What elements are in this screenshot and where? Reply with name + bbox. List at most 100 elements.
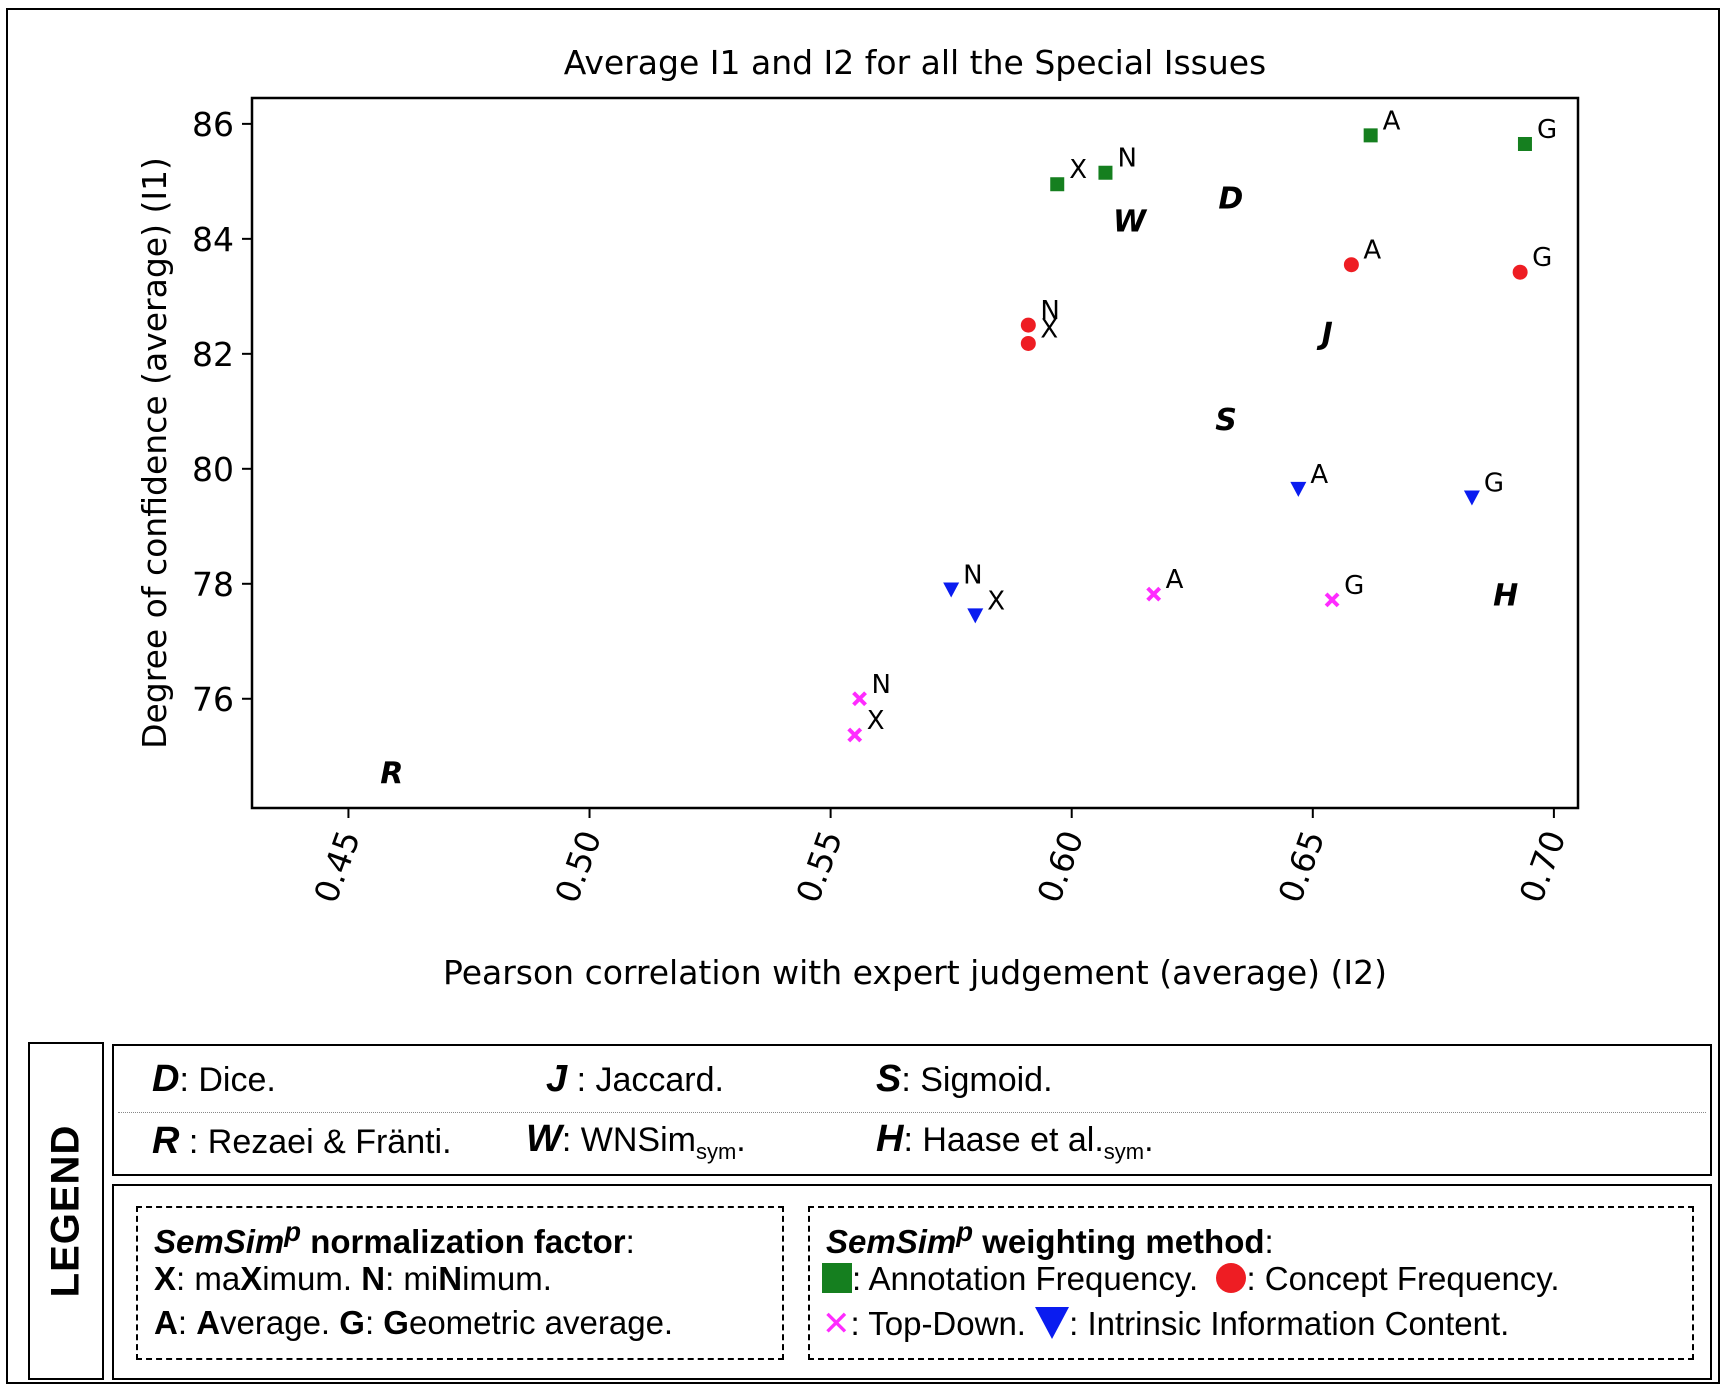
weighting-title-colon: : xyxy=(1264,1223,1274,1260)
weighting-title: SemSimp weighting method: xyxy=(826,1216,1274,1261)
norm-x-text-1: : ma xyxy=(176,1260,241,1297)
legend-haase: H: Haase et al.sym. xyxy=(876,1118,1154,1165)
weight-annotation-text: : Annotation Frequency. xyxy=(852,1260,1199,1297)
data-point-x xyxy=(1146,586,1162,602)
norm-g-key: G xyxy=(339,1304,365,1341)
legend-wnsim-text: : WNSim xyxy=(561,1121,696,1159)
y-tick-label: 78 xyxy=(192,565,234,604)
y-tick-label: 82 xyxy=(192,335,234,374)
norm-x-text-2: imum. xyxy=(262,1260,362,1297)
data-point-label: X xyxy=(1040,314,1058,344)
normalization-line-2: A: Average. G: Geometric average. xyxy=(154,1304,673,1342)
data-point-x xyxy=(847,727,863,743)
norm-n-text-1: : mi xyxy=(385,1260,439,1297)
norm-g-bold: G xyxy=(383,1304,409,1341)
data-point-circle xyxy=(1512,264,1528,280)
norm-a-bold: A xyxy=(196,1304,221,1341)
weighting-line-1: : Annotation Frequency. : Concept Freque… xyxy=(822,1260,1560,1298)
norm-g-text-1: : xyxy=(364,1304,384,1341)
data-point-triangle xyxy=(967,608,984,624)
weighting-title-rest: weighting method xyxy=(973,1223,1265,1260)
normalization-title: SemSimp normalization factor: xyxy=(154,1216,635,1261)
data-point-label: X xyxy=(1069,155,1087,185)
data-point-label: N xyxy=(872,670,891,700)
weighting-title-sup: p xyxy=(956,1216,974,1247)
legend-jaccard-text: : Jaccard. xyxy=(576,1061,724,1099)
norm-g-text-2: eometric average. xyxy=(408,1304,674,1341)
green-square-icon xyxy=(822,1263,852,1293)
data-point-circle xyxy=(1343,257,1359,273)
legend-dice-text: : Dice. xyxy=(179,1061,276,1099)
legend-haase-sub: sym xyxy=(1103,1138,1145,1164)
normalization-legend: SemSimp normalization factor: X: maXimum… xyxy=(136,1206,784,1360)
method-letter-point: J xyxy=(1317,317,1333,352)
y-tick-label: 80 xyxy=(192,450,234,489)
method-letter-point: R xyxy=(380,757,403,792)
legend-haase-end: . xyxy=(1144,1121,1154,1159)
method-letter-point: S xyxy=(1215,403,1237,438)
data-point-square xyxy=(1363,128,1378,143)
data-point-label: X xyxy=(867,706,885,736)
x-tick-label: 0.50 xyxy=(547,825,609,907)
data-point-label: A xyxy=(1310,460,1328,490)
method-letter-point: D xyxy=(1218,182,1243,217)
legend-rezaei-key: R xyxy=(152,1120,180,1162)
legend-sigmoid-text: : Sigmoid. xyxy=(901,1061,1053,1099)
legend-sigmoid: S: Sigmoid. xyxy=(876,1058,1053,1101)
normalization-line-1: X: maXimum. N: miNimum. xyxy=(154,1260,552,1298)
norm-x-bold: X xyxy=(240,1260,263,1297)
weight-topdown-text: : Top-Down. xyxy=(850,1305,1026,1342)
legend-jaccard: J : Jaccard. xyxy=(546,1058,724,1101)
legend-wnsim: W: WNSimsym. xyxy=(526,1118,746,1165)
data-point-circle xyxy=(1020,317,1036,333)
figure-frame: Average I1 and I2 for all the Special Is… xyxy=(6,8,1720,1384)
weighting-title-name: SemSim xyxy=(826,1223,957,1260)
data-point-label: N xyxy=(1117,144,1136,174)
data-point-triangle xyxy=(1463,490,1480,506)
normalization-title-colon: : xyxy=(625,1223,635,1260)
abbreviation-legend: D: Dice. J : Jaccard. S: Sigmoid. R : Re… xyxy=(112,1044,1712,1176)
x-tick-label: 0.70 xyxy=(1512,825,1574,907)
legend-haase-key: H xyxy=(876,1118,904,1160)
x-tick-label: 0.60 xyxy=(1029,825,1091,907)
legend-haase-text: : Haase et al. xyxy=(903,1121,1104,1159)
magenta-x-icon: ✕ xyxy=(822,1305,851,1343)
method-legend: SemSimp normalization factor: X: maXimum… xyxy=(112,1184,1712,1380)
norm-a-text-2: verage. xyxy=(220,1304,340,1341)
norm-n-text-2: imum. xyxy=(462,1260,552,1297)
x-axis-label: Pearson correlation with expert judgemen… xyxy=(443,953,1387,992)
data-point-label: G xyxy=(1532,243,1552,273)
legend-dice: D: Dice. xyxy=(152,1058,276,1101)
weighting-legend: SemSimp weighting method: : Annotation F… xyxy=(808,1206,1694,1360)
data-point-x xyxy=(852,691,867,707)
data-point-circle xyxy=(1020,335,1036,351)
legend-wnsim-key: W xyxy=(526,1118,562,1160)
norm-x-key: X xyxy=(154,1260,177,1297)
legend-dice-key: D xyxy=(152,1058,180,1100)
data-point-square xyxy=(1050,177,1065,192)
data-point-label: A xyxy=(1363,236,1381,266)
method-letter-point: H xyxy=(1493,578,1518,613)
norm-n-bold: N xyxy=(438,1260,463,1297)
data-point-label: X xyxy=(987,586,1005,616)
legend-rezaei-text: : Rezaei & Fränti. xyxy=(188,1123,452,1161)
x-tick-label: 0.65 xyxy=(1271,825,1333,907)
weight-concept-text: : Concept Frequency. xyxy=(1246,1260,1560,1297)
y-axis-label: Degree of confidence (average) (I1) xyxy=(135,157,174,749)
normalization-title-rest: normalization factor xyxy=(301,1223,626,1260)
scatter-chart: Average I1 and I2 for all the Special Is… xyxy=(135,43,1580,992)
normalization-title-sup: p xyxy=(284,1216,302,1247)
weighting-line-2: ✕: Top-Down. : Intrinsic Information Con… xyxy=(822,1304,1509,1344)
y-tick-label: 76 xyxy=(192,680,234,719)
blue-triangle-icon xyxy=(1035,1307,1070,1339)
data-point-label: N xyxy=(963,561,982,591)
legend-wnsim-sub: sym xyxy=(695,1138,737,1164)
data-point-label: N xyxy=(1040,296,1059,326)
legend-rezaei: R : Rezaei & Fränti. xyxy=(152,1120,452,1163)
norm-a-text-1: : xyxy=(177,1304,197,1341)
normalization-title-name: SemSim xyxy=(154,1223,285,1260)
method-letter-point: W xyxy=(1113,205,1148,240)
y-tick-label: 86 xyxy=(192,105,234,144)
x-tick-label: 0.55 xyxy=(788,825,850,907)
data-point-label: A xyxy=(1383,106,1401,136)
